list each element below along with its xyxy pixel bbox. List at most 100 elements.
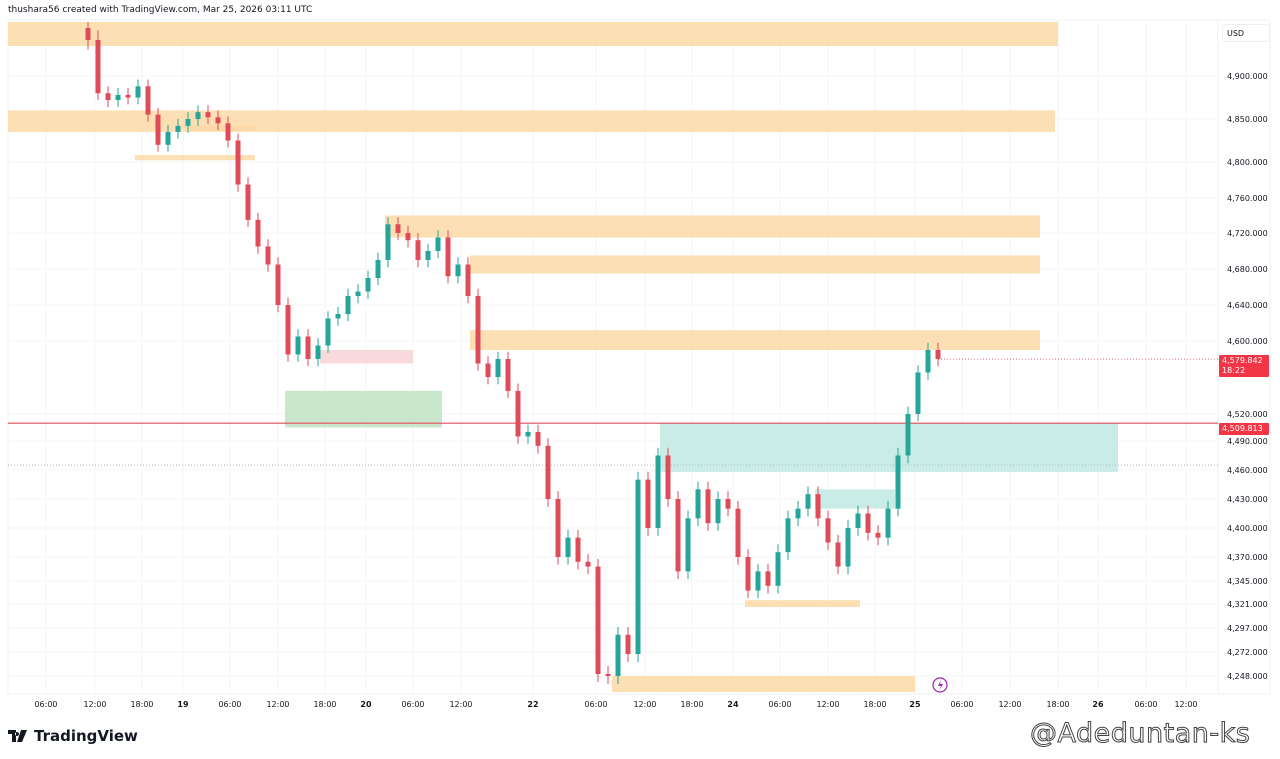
zone-green	[285, 390, 442, 428]
candle-body	[485, 363, 491, 377]
candle-body	[625, 634, 631, 654]
x-tick-label: 18:00	[680, 700, 703, 709]
candle-body	[895, 455, 901, 509]
candle-body	[775, 552, 781, 586]
candle-body	[475, 296, 481, 364]
line-price-tag: 4,509.813	[1219, 423, 1269, 435]
candle-body	[925, 350, 931, 373]
zone-orange	[745, 600, 860, 607]
tradingview-logo-icon	[8, 730, 27, 742]
candle-body	[515, 390, 521, 437]
candle-body	[275, 264, 281, 305]
candle-body	[205, 112, 211, 118]
candle-body	[675, 499, 681, 572]
brand-name: TradingView	[34, 727, 138, 745]
candle-body	[845, 528, 851, 567]
candle-body	[935, 350, 941, 359]
candle-body	[865, 513, 871, 533]
candle-body	[495, 359, 501, 377]
candle-body	[905, 414, 911, 456]
candle-body	[575, 537, 581, 562]
chart-credit: thushara56 created with TradingView.com,…	[8, 5, 313, 15]
tradingview-logo[interactable]: TradingView	[8, 727, 138, 745]
candle-body	[555, 499, 561, 557]
candle-body	[335, 314, 341, 319]
candle-body	[405, 233, 411, 241]
x-tick-label: 24	[727, 700, 739, 709]
x-tick-label: 12:00	[83, 700, 106, 709]
candle-body	[765, 571, 771, 586]
candle-body	[435, 237, 441, 251]
candle-body	[805, 494, 811, 509]
lightning-glyph-icon	[938, 680, 943, 691]
y-tick-label: 4,760.000	[1227, 194, 1268, 203]
candle-body	[645, 479, 651, 528]
zone-orange	[190, 125, 255, 132]
zone-orange	[385, 215, 1040, 238]
zone-cyan	[815, 489, 895, 509]
candle-body	[345, 296, 351, 314]
y-tick-label: 4,490.000	[1227, 437, 1268, 446]
candle-body	[155, 114, 161, 145]
candle-body	[665, 455, 671, 499]
currency-selector[interactable]: USD	[1222, 24, 1270, 42]
candle-body	[545, 445, 551, 499]
x-tick-label: 18:00	[130, 700, 153, 709]
candle-body	[125, 94, 131, 98]
chart-frame	[7, 19, 1271, 695]
candle-body	[505, 359, 511, 391]
candle-body	[315, 345, 321, 359]
candle-body	[415, 240, 421, 260]
last-price-value: 4,579.842	[1222, 356, 1263, 365]
candle-body	[145, 86, 151, 115]
zone-orange	[612, 676, 915, 692]
candle-body	[725, 499, 731, 509]
candle-body	[425, 251, 431, 260]
candle-body	[885, 508, 891, 538]
candle-body	[395, 224, 401, 233]
y-tick-label: 4,850.000	[1227, 115, 1268, 124]
candle-body	[285, 305, 291, 355]
candle-body	[385, 224, 391, 260]
y-tick-label: 4,272.000	[1227, 648, 1268, 657]
y-tick-label: 4,900.000	[1227, 72, 1268, 81]
y-tick-label: 4,680.000	[1227, 265, 1268, 274]
y-tick-label: 4,345.000	[1227, 577, 1268, 586]
zone-orange	[470, 330, 1040, 350]
candle-body	[255, 219, 261, 247]
watermark: @Adeduntan-ks	[1029, 718, 1251, 750]
candle-body	[375, 260, 381, 278]
candle-body	[855, 513, 861, 528]
x-tick-label: 06:00	[401, 700, 424, 709]
candle-body	[85, 28, 91, 40]
y-tick-label: 4,720.000	[1227, 229, 1268, 238]
y-tick-label: 4,460.000	[1227, 466, 1268, 475]
candle-body	[595, 566, 601, 674]
x-tick-label: 26	[1092, 700, 1104, 709]
candle-body	[795, 508, 801, 519]
y-tick-label: 4,520.000	[1227, 410, 1268, 419]
candle-body	[235, 140, 241, 185]
y-tick-label: 4,248.000	[1227, 672, 1268, 681]
candle-body	[175, 125, 181, 132]
x-tick-label: 06:00	[1134, 700, 1157, 709]
candle-body	[835, 542, 841, 567]
candle-body	[655, 455, 661, 528]
candle-body	[605, 674, 611, 676]
zone-cyan	[660, 423, 1118, 472]
candle-body	[295, 336, 301, 355]
y-tick-label: 4,400.000	[1227, 524, 1268, 533]
y-tick-label: 4,600.000	[1227, 337, 1268, 346]
x-tick-label: 12:00	[266, 700, 289, 709]
candle-body	[525, 432, 531, 437]
candle-body	[325, 318, 331, 346]
zone-orange	[8, 110, 1055, 132]
zone-orange	[135, 155, 255, 161]
candle-body	[565, 537, 571, 557]
candle-body	[265, 246, 271, 265]
candle-body	[875, 532, 881, 538]
x-tick-label: 25	[909, 700, 921, 709]
x-tick-label: 06:00	[950, 700, 973, 709]
x-tick-label: 20	[360, 700, 372, 709]
